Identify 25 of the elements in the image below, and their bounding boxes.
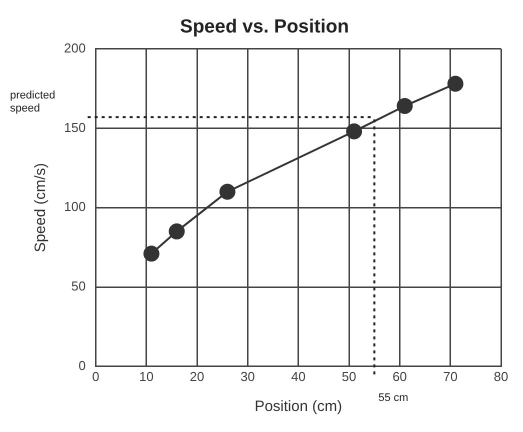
x-tick-label: 60 — [392, 368, 407, 384]
x-tick-label: 30 — [240, 368, 255, 384]
y-tick-label: 50 — [71, 278, 86, 294]
point — [447, 76, 464, 92]
y-tick-label: 100 — [64, 199, 86, 214]
x-tick-label: 80 — [494, 368, 508, 384]
y-tick-label: 0 — [78, 358, 86, 373]
x-tick-label: 10 — [139, 368, 154, 384]
x-tick-label: 20 — [190, 368, 204, 384]
point — [219, 184, 236, 200]
ref-line-label: 55 cm — [378, 392, 408, 404]
ref-line-label: predicted speed — [10, 90, 56, 115]
point — [168, 223, 185, 240]
x-tick-label: 0 — [92, 368, 100, 384]
y-axis-title: Speed (cm/s) — [32, 163, 50, 252]
x-tick-label: 70 — [443, 368, 458, 384]
y-tick-label: 200 — [64, 40, 86, 56]
x-tick-label: 40 — [291, 368, 306, 384]
point — [143, 246, 160, 262]
y-tick-label: 150 — [64, 120, 86, 135]
chart-title: Speed vs. Position — [180, 16, 349, 38]
x-axis-title: Position (cm) — [254, 398, 342, 416]
point — [396, 98, 413, 114]
point — [346, 123, 362, 140]
x-tick-label: 50 — [342, 368, 356, 384]
